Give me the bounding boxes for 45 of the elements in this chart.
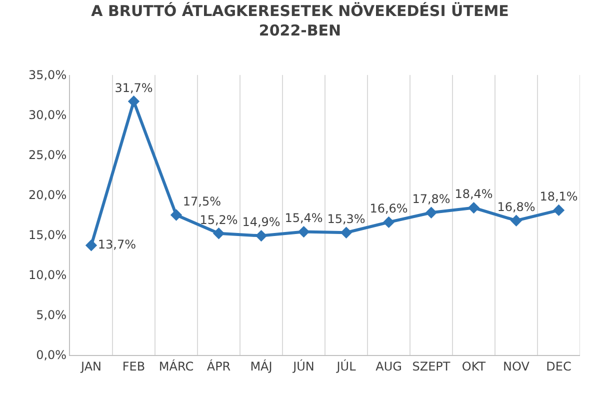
y-tick-label: 5,0%	[36, 308, 67, 322]
x-tick-label: MÁJ	[250, 358, 272, 374]
data-label: 18,4%	[454, 187, 493, 202]
y-tick-label: 35,0%	[28, 68, 67, 82]
data-label: 14,9%	[242, 215, 280, 230]
data-label: 31,7%	[114, 80, 153, 95]
data-label: 15,2%	[200, 212, 238, 227]
x-tick-label: JÚN	[292, 358, 314, 374]
point	[170, 209, 182, 221]
x-tick-label: FEB	[122, 359, 146, 374]
point	[468, 202, 480, 214]
data-label: 18,1%	[540, 190, 578, 204]
data-label: 13,7%	[98, 237, 136, 252]
x-tick-label: MÁRC	[158, 358, 194, 374]
y-tick-label: 20,0%	[28, 188, 67, 202]
point	[552, 204, 565, 216]
data-label: 15,3%	[327, 212, 366, 226]
y-tick-label: 25,0%	[28, 148, 67, 162]
x-tick-label: JÚL	[336, 358, 356, 374]
x-tick-label: SZEPT	[412, 359, 451, 374]
y-tick-label: 10,0%	[28, 268, 67, 282]
x-tick-label: ÁPR	[206, 358, 231, 374]
data-label: 17,8%	[412, 192, 450, 206]
point	[255, 230, 268, 242]
x-tick-label: AUG	[376, 359, 402, 374]
point	[425, 206, 438, 218]
point	[510, 214, 522, 226]
x-tick-label: NOV	[503, 359, 530, 374]
data-label: 17,5%	[182, 194, 221, 208]
y-tick-label: 0,0%	[36, 348, 67, 362]
x-tick-label: DEC	[546, 359, 572, 374]
x-tick-label: OKT	[462, 359, 486, 374]
chart-title: A BRUTTÓ ÁTLAGKERESETEK NÖVEKEDÉSI ÜTEME 2022-BEN	[91, 2, 509, 40]
point	[212, 228, 225, 240]
point	[85, 240, 98, 252]
data-label: 16,6%	[370, 202, 408, 216]
point	[340, 226, 352, 238]
x-tick-label: JAN	[80, 359, 102, 374]
point	[298, 226, 310, 238]
point	[382, 216, 395, 228]
y-tick-label: 15,0%	[28, 228, 67, 242]
point	[128, 96, 140, 108]
y-tick-label: 30,0%	[28, 108, 67, 122]
data-label: 15,4%	[284, 211, 323, 226]
data-label: 16,8%	[497, 200, 536, 214]
